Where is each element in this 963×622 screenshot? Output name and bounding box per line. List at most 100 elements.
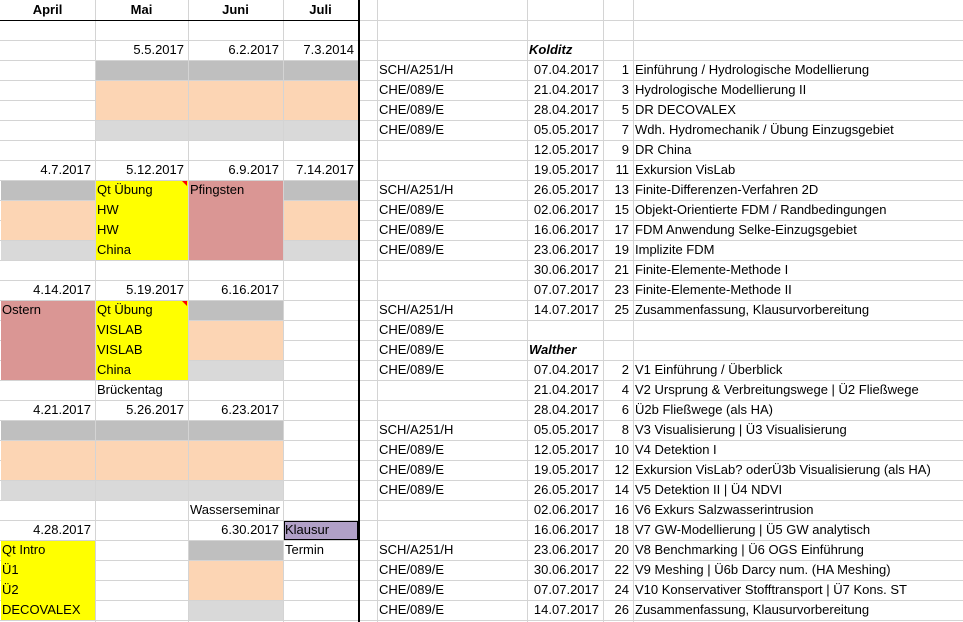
room-cell: CHE/089/E [379, 122, 445, 137]
lecture-date-cell: 21.04.2017 [533, 82, 599, 97]
lecture-topic-cell: Hydrologische Modellierung II [635, 82, 807, 97]
row-gridline [0, 260, 963, 261]
row-gridline [0, 380, 963, 381]
calendar-date: 6.16.2017 [221, 282, 279, 297]
comment-indicator-icon[interactable] [182, 301, 187, 306]
calendar-fill-grey [284, 181, 358, 200]
row-gridline [0, 60, 963, 61]
column-gridline [633, 0, 634, 622]
column-gridline [377, 0, 378, 622]
lecture-date-cell: 26.05.2017 [533, 482, 599, 497]
lecture-date-cell: 05.05.2017 [533, 422, 599, 437]
calendar-label: Brückentag [97, 382, 163, 397]
calendar-fill-lgrey [96, 121, 188, 140]
lecture-topic-cell: Finite-Elemente-Methode II [635, 282, 792, 297]
month-header: Juli [309, 2, 332, 17]
room-cell: CHE/089/E [379, 602, 445, 617]
calendar-fill-grey [189, 301, 283, 320]
lecture-topic-cell: Ü2b Fließwege (als HA) [635, 402, 773, 417]
calendar-fill-peach [189, 441, 283, 480]
calendar-label: DECOVALEX [2, 602, 81, 617]
row-gridline [0, 300, 963, 301]
row-gridline [0, 520, 963, 521]
row-gridline [0, 240, 963, 241]
lecture-topic-cell: V10 Konservativer Stofftransport | Ü7 Ko… [635, 582, 907, 597]
room-cell: CHE/089/E [379, 202, 445, 217]
lecture-topic-cell: V7 GW-Modellierung | Ü5 GW analytisch [635, 522, 871, 537]
month-block-border [358, 0, 360, 622]
row-gridline [0, 360, 963, 361]
room-cell: CHE/089/E [379, 342, 445, 357]
calendar-fill-grey [96, 421, 188, 440]
room-cell [377, 500, 527, 520]
row-gridline [0, 160, 963, 161]
calendar-label: Termin [285, 542, 325, 557]
row-gridline [0, 280, 963, 281]
lecture-number-cell: 5 [621, 102, 629, 117]
lecture-date-cell: 14.07.2017 [533, 602, 599, 617]
calendar-label: Klausur [285, 522, 330, 537]
lecture-number-cell: 4 [621, 382, 629, 397]
calendar-fill-yellow [96, 181, 188, 260]
calendar-fill-peach [284, 81, 358, 120]
lecture-date-cell: 21.04.2017 [533, 382, 599, 397]
lecture-date-cell: 19.05.2017 [533, 462, 599, 477]
comment-indicator-icon[interactable] [182, 181, 187, 186]
calendar-fill-grey [189, 61, 283, 80]
lecture-date-cell: 07.04.2017 [533, 62, 599, 77]
row-gridline [0, 500, 963, 501]
lecture-topic-cell: Exkursion VisLab? oderÜ3b Visualisierung… [635, 462, 931, 477]
room-cell: CHE/089/E [379, 102, 445, 117]
row-gridline [0, 620, 963, 621]
lecture-date-cell: 07.04.2017 [533, 362, 599, 377]
calendar-fill-yellow [1, 541, 95, 620]
row-gridline [0, 560, 963, 561]
row-gridline [0, 460, 963, 461]
lecture-number-cell: 16 [614, 502, 629, 517]
lecture-topic-cell: Implizite FDM [635, 242, 715, 257]
calendar-fill-peach [96, 81, 188, 120]
calendar-fill-peach [1, 201, 95, 240]
lecture-topic-cell: V8 Benchmarking | Ü6 OGS Einführung [635, 542, 864, 557]
lecture-topic-cell: Einführung / Hydrologische Modellierung [635, 62, 870, 77]
calendar-fill-peach [189, 321, 283, 360]
lecture-number-cell: 18 [614, 522, 629, 537]
lecture-number-cell: 2 [621, 362, 629, 377]
room-cell: CHE/089/E [379, 82, 445, 97]
column-gridline [283, 0, 284, 622]
calendar-date: 6.30.2017 [221, 522, 279, 537]
lecture-date-cell: 23.06.2017 [533, 542, 599, 557]
calendar-fill-peach [96, 441, 188, 480]
room-cell: SCH/A251/H [379, 182, 454, 197]
row-gridline [0, 420, 963, 421]
lecture-number-cell: 24 [614, 582, 629, 597]
calendar-label: Ostern [2, 302, 42, 317]
lecture-number-cell: 7 [621, 122, 629, 137]
calendar-fill-grey [1, 181, 95, 200]
lecture-date-cell: 05.05.2017 [533, 122, 599, 137]
room-cell: CHE/089/E [379, 462, 445, 477]
room-cell: CHE/089/E [379, 222, 445, 237]
month-header: Juni [222, 2, 249, 17]
lecture-date-cell: 07.07.2017 [533, 582, 599, 597]
lecture-number-cell: 17 [614, 222, 629, 237]
lecture-topic-cell: Exkursion VisLab [635, 162, 736, 177]
calendar-fill-peach [189, 561, 283, 600]
room-cell [377, 280, 527, 300]
month-header: Mai [130, 2, 153, 17]
row-gridline [0, 80, 963, 81]
calendar-fill-peach [189, 81, 283, 120]
calendar-date: 4.14.2017 [33, 282, 91, 297]
calendar-label: Wasserseminar [190, 502, 280, 517]
lecture-date-cell: 02.06.2017 [533, 202, 599, 217]
calendar-date: 6.9.2017 [228, 162, 279, 177]
lecture-date-cell: 23.06.2017 [533, 242, 599, 257]
column-gridline [95, 0, 96, 622]
lecture-topic-cell: Objekt-Orientierte FDM / Randbedingungen [635, 202, 887, 217]
lecture-date-cell: 12.05.2017 [533, 442, 599, 457]
row-gridline [0, 600, 963, 601]
calendar-label: China [97, 362, 131, 377]
row-gridline [0, 480, 963, 481]
calendar-fill-peach [284, 201, 358, 240]
lecture-number-cell: 23 [614, 282, 629, 297]
